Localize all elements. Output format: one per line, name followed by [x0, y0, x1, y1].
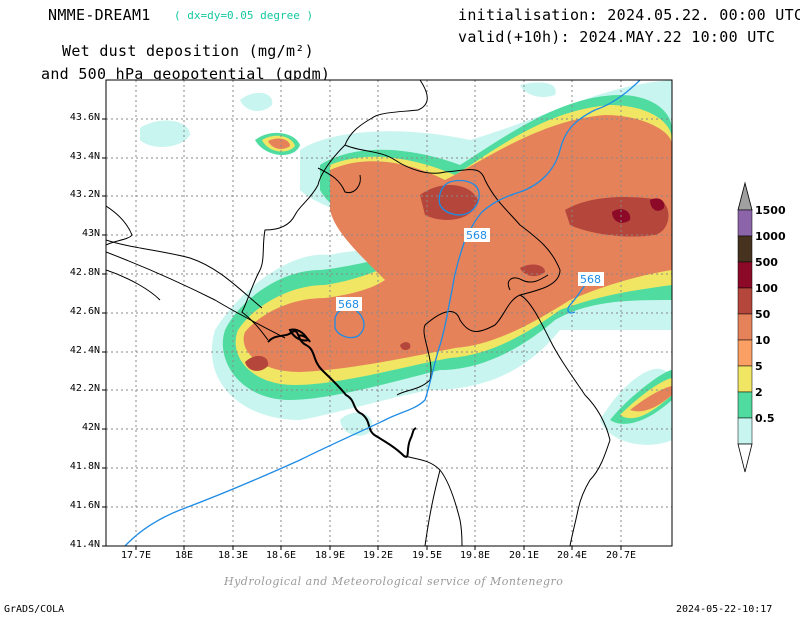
lon-tick-label: 20.4E — [556, 550, 588, 561]
colorbar-label: 0.5 — [755, 412, 775, 425]
colorbar-label: 50 — [755, 308, 771, 321]
coastline — [267, 328, 417, 458]
contour-label: 568 — [466, 229, 487, 242]
lon-tick-label: 18.9E — [314, 550, 346, 561]
colorbar-label: 100 — [755, 282, 778, 295]
colorbar-swatch — [737, 235, 753, 263]
lat-tick-label: 42.2N — [69, 383, 100, 394]
lon-tick-label: 20.1E — [508, 550, 540, 561]
lon-tick-label: 18E — [174, 550, 194, 561]
lat-tick-label: 42.8N — [69, 267, 100, 278]
lat-tick-label: 41.8N — [69, 461, 100, 472]
axis-ticks — [102, 118, 622, 550]
colorbar-label: 1500 — [755, 204, 786, 217]
lon-tick-label: 19.8E — [459, 550, 491, 561]
colorbar-label: 5 — [755, 360, 763, 373]
title-line-2: and 500 hPa geopotential (gpdm) — [41, 65, 331, 83]
lat-tick-label: 42.6N — [69, 306, 100, 317]
contour-label: 568 — [338, 298, 359, 311]
init-time: initialisation: 2024.05.22. 00:00 UTC — [458, 6, 800, 24]
resolution-note: ( dx=dy=0.05 degree ) — [174, 9, 314, 22]
colorbar-label: 2 — [755, 386, 763, 399]
lon-tick-label: 18.6E — [265, 550, 297, 561]
credit-line: Hydrological and Meteorological service … — [224, 575, 564, 588]
lat-tick-label: 43N — [81, 228, 100, 239]
colorbar-top-arrow — [737, 181, 753, 211]
lat-tick-label: 42.4N — [69, 345, 100, 356]
colorbar-swatch — [737, 287, 753, 315]
lon-tick-label: 19.5E — [411, 550, 443, 561]
geopotential-contours — [124, 80, 641, 546]
lat-tick-label: 41.4N — [69, 539, 100, 550]
contour-label: 568 — [580, 273, 601, 286]
colorbar-swatch — [737, 365, 753, 393]
lat-tick-label: 43.6N — [69, 112, 100, 123]
lon-tick-label: 18.3E — [217, 550, 249, 561]
colorbar-bottom-arrow — [737, 443, 753, 473]
colorbar-label: 500 — [755, 256, 778, 269]
map-panel: 568 568 568 — [106, 80, 672, 546]
colorbar-swatch — [737, 313, 753, 341]
contour-labels: 568 568 568 — [336, 228, 604, 311]
colorbar-swatch — [737, 339, 753, 367]
colorbar-label: 1000 — [755, 230, 786, 243]
lon-tick-label: 19.2E — [362, 550, 394, 561]
footer-left: GrADS/COLA — [4, 604, 65, 615]
colorbar-label: 10 — [755, 334, 771, 347]
colorbar-swatch — [737, 417, 753, 445]
colorbar — [737, 181, 753, 473]
lon-tick-label: 20.7E — [605, 550, 637, 561]
country-borders — [106, 80, 611, 546]
footer-right: 2024-05-22-10:17 — [676, 604, 773, 615]
model-name: NMME-DREAM1 — [48, 6, 151, 24]
valid-time: valid(+10h): 2024.MAY.22 10:00 UTC — [458, 28, 776, 46]
lon-tick-label: 17.7E — [120, 550, 152, 561]
lat-tick-label: 43.4N — [69, 151, 100, 162]
title-line-1: Wet dust deposition (mg/m²) — [62, 42, 314, 60]
graticule — [106, 80, 672, 546]
lat-tick-label: 43.2N — [69, 189, 100, 200]
lat-tick-label: 41.6N — [69, 500, 100, 511]
lat-tick-label: 42N — [81, 422, 100, 433]
colorbar-swatch — [737, 391, 753, 419]
colorbar-swatch — [737, 261, 753, 289]
colorbar-swatch — [737, 209, 753, 237]
